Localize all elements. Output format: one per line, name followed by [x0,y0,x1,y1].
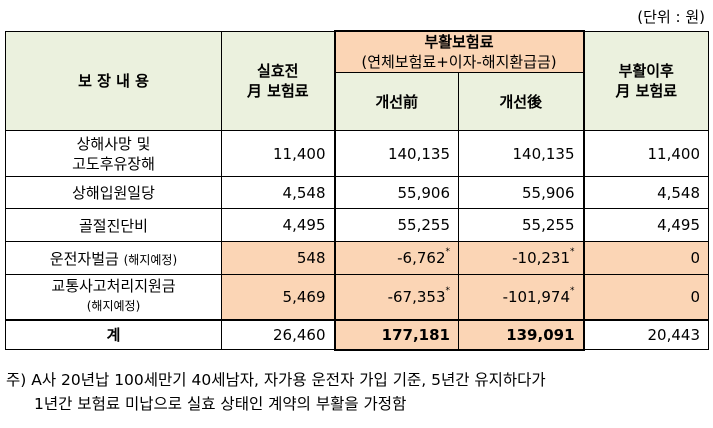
table-row: 상해입원일당 4,548 55,906 55,906 4,548 [5,176,710,209]
header-premium-before: 실효전 月 보험료 [221,30,335,131]
footnote: 주) A사 20년납 100세만기 40세남자, 자가용 운전자 가입 기준, … [6,371,546,413]
table-row: 상해사망 및 고도후유장해 11,400 140,135 140,135 11,4… [5,130,710,177]
table-row: 골절진단비 4,495 55,255 55,255 4,495 [5,208,710,242]
header-premium-after: 부활이후 月 보험료 [583,30,710,131]
header-improve-before: 개선前 [333,72,459,131]
total-row: 계 26,460 177,181 139,091 20,443 [5,318,710,351]
premium-table: 보 장 내 용 실효전 月 보험료 부활보험료 (연체보험료+이자-해지환급금) 부… [5,30,710,351]
table-row: 교통사고처리지원금 (해지예정) 5,469 -67,353* -101,974*… [5,274,710,320]
unit-label: (단위 : 원) [637,8,705,26]
table-row: 운전자벌금 (해지예정) 548 -6,762* -10,231* 0 [5,241,710,275]
header-improve-after: 개선後 [457,72,585,131]
header-revival-premium: 부활보험료 (연체보험료+이자-해지환급금) [333,30,585,73]
header-coverage: 보 장 내 용 [5,30,222,131]
